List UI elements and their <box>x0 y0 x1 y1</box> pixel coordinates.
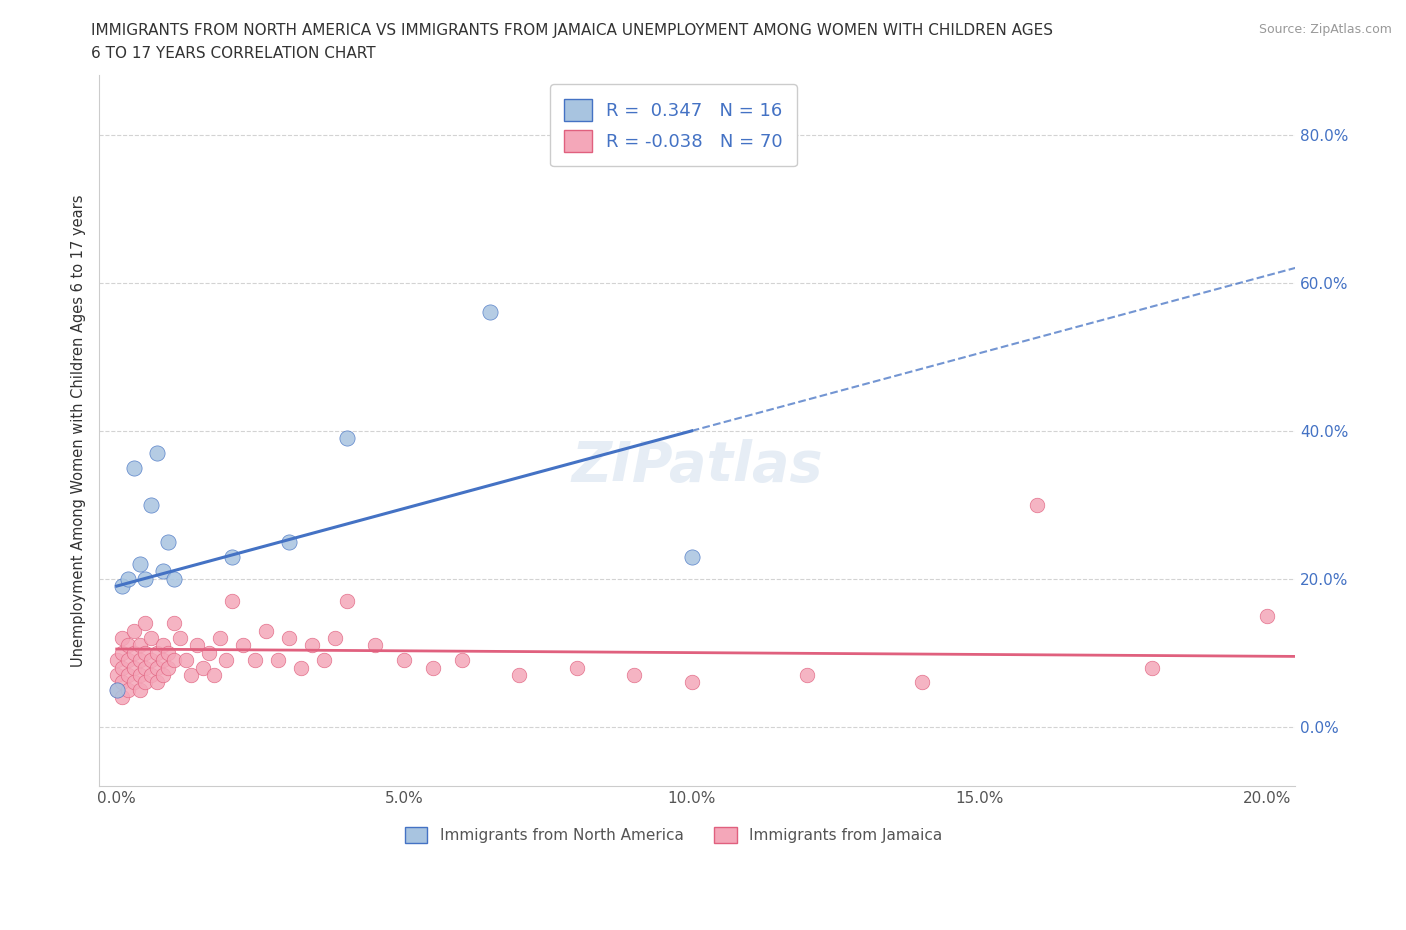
Point <box>169 631 191 645</box>
Point <box>128 653 150 668</box>
Point <box>163 571 186 586</box>
Legend: Immigrants from North America, Immigrants from Jamaica: Immigrants from North America, Immigrant… <box>398 821 949 849</box>
Point <box>221 549 243 564</box>
Point <box>146 660 169 675</box>
Point <box>681 675 703 690</box>
Point <box>450 653 472 668</box>
Point <box>128 556 150 571</box>
Point <box>141 498 163 512</box>
Text: Source: ZipAtlas.com: Source: ZipAtlas.com <box>1258 23 1392 36</box>
Point <box>174 653 197 668</box>
Point <box>209 631 232 645</box>
Point <box>111 578 134 593</box>
Point <box>254 623 277 638</box>
Point <box>163 653 186 668</box>
Point <box>134 660 156 675</box>
Point <box>323 631 346 645</box>
Point <box>191 660 214 675</box>
Point <box>215 653 238 668</box>
Point <box>186 638 208 653</box>
Point <box>180 668 202 683</box>
Point <box>479 305 502 320</box>
Point <box>152 653 174 668</box>
Point <box>152 638 174 653</box>
Text: 6 TO 17 YEARS CORRELATION CHART: 6 TO 17 YEARS CORRELATION CHART <box>91 46 375 61</box>
Point <box>565 660 588 675</box>
Point <box>111 645 134 660</box>
Point <box>152 668 174 683</box>
Point <box>134 645 156 660</box>
Point <box>163 616 186 631</box>
Point <box>336 431 359 445</box>
Point <box>122 675 145 690</box>
Point <box>221 593 243 608</box>
Point <box>111 690 134 705</box>
Point <box>105 683 128 698</box>
Point <box>1256 608 1278 623</box>
Point <box>141 668 163 683</box>
Point <box>117 683 139 698</box>
Point <box>122 645 145 660</box>
Point <box>508 668 530 683</box>
Point <box>117 638 139 653</box>
Point <box>128 668 150 683</box>
Point <box>796 668 818 683</box>
Point <box>157 660 180 675</box>
Point <box>1140 660 1163 675</box>
Point <box>197 645 219 660</box>
Point <box>623 668 645 683</box>
Point <box>204 668 226 683</box>
Point <box>157 534 180 549</box>
Point <box>301 638 323 653</box>
Point <box>117 668 139 683</box>
Point <box>290 660 312 675</box>
Point <box>122 623 145 638</box>
Point <box>111 675 134 690</box>
Point <box>111 660 134 675</box>
Point <box>134 675 156 690</box>
Y-axis label: Unemployment Among Women with Children Ages 6 to 17 years: Unemployment Among Women with Children A… <box>72 194 86 667</box>
Point <box>267 653 290 668</box>
Point <box>134 571 156 586</box>
Text: IMMIGRANTS FROM NORTH AMERICA VS IMMIGRANTS FROM JAMAICA UNEMPLOYMENT AMONG WOME: IMMIGRANTS FROM NORTH AMERICA VS IMMIGRA… <box>91 23 1053 38</box>
Point <box>157 645 180 660</box>
Point <box>141 631 163 645</box>
Point <box>134 616 156 631</box>
Point <box>122 460 145 475</box>
Point <box>278 631 301 645</box>
Point <box>128 638 150 653</box>
Point <box>146 445 169 460</box>
Point <box>146 645 169 660</box>
Point <box>111 631 134 645</box>
Point <box>146 675 169 690</box>
Point <box>278 534 301 549</box>
Point <box>422 660 444 675</box>
Point <box>392 653 415 668</box>
Point <box>105 653 128 668</box>
Point <box>122 660 145 675</box>
Point <box>117 653 139 668</box>
Point <box>1025 498 1047 512</box>
Text: ZIPatlas: ZIPatlas <box>572 439 823 493</box>
Point <box>312 653 335 668</box>
Point <box>364 638 387 653</box>
Point <box>911 675 934 690</box>
Point <box>336 593 359 608</box>
Point <box>105 683 128 698</box>
Point <box>128 683 150 698</box>
Point <box>243 653 266 668</box>
Point <box>152 564 174 578</box>
Point <box>117 571 139 586</box>
Point <box>232 638 254 653</box>
Point <box>681 549 703 564</box>
Point <box>141 653 163 668</box>
Point <box>105 668 128 683</box>
